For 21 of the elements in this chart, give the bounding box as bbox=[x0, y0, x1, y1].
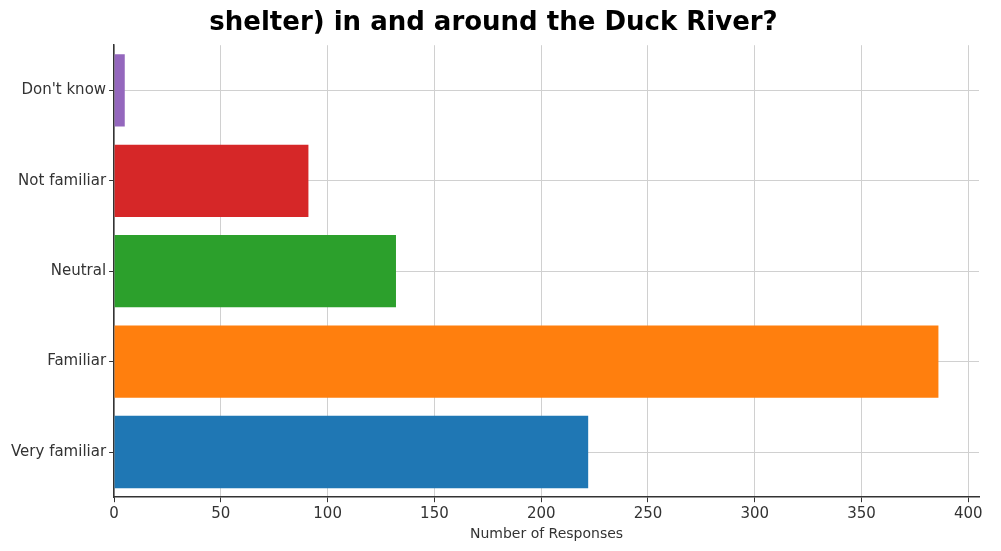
x-axis-title: Number of Responses bbox=[469, 525, 624, 542]
x-tick-label: 250 bbox=[633, 504, 663, 523]
y-tick-label: Not familiar bbox=[18, 170, 107, 189]
x-tick-label: 100 bbox=[313, 504, 342, 523]
bar bbox=[114, 325, 939, 398]
x-tick-label: 150 bbox=[420, 504, 449, 523]
bar bbox=[114, 144, 309, 217]
x-tick-label: 0 bbox=[109, 504, 119, 523]
y-tick-label: Neutral bbox=[50, 261, 107, 280]
x-tick-label: 200 bbox=[526, 504, 556, 523]
x-tick-label: 300 bbox=[740, 504, 770, 523]
x-tick-label: 50 bbox=[211, 504, 231, 523]
y-tick-label: Don't know bbox=[21, 80, 107, 99]
y-tick-label: Very familiar bbox=[10, 441, 107, 460]
chart-title: shelter) in and around the Duck River? bbox=[209, 6, 778, 37]
x-tick-label: 400 bbox=[954, 504, 983, 523]
x-tick-label: 350 bbox=[847, 504, 876, 523]
y-tick-label: Familiar bbox=[47, 351, 107, 370]
bar bbox=[114, 415, 589, 489]
bar bbox=[114, 54, 125, 127]
bar bbox=[114, 235, 396, 308]
